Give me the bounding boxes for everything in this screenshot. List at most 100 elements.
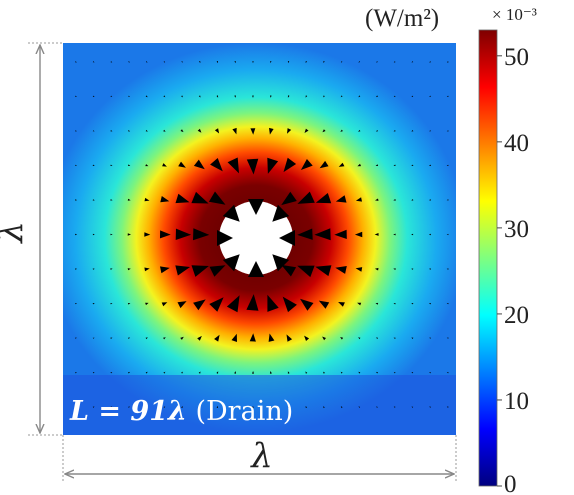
- flow-arrow: [281, 191, 297, 206]
- flow-arrow: [376, 61, 378, 63]
- flow-arrow: [304, 128, 309, 133]
- flow-arrow: [92, 199, 95, 201]
- flow-arrow: [323, 95, 325, 98]
- flow-arrow: [216, 405, 218, 408]
- flow-arrow: [375, 198, 379, 201]
- flow-arrow: [75, 268, 78, 270]
- flow-arrow: [340, 406, 343, 409]
- flow-arrow: [75, 95, 77, 97]
- aperture-arrow-tip: [222, 204, 240, 222]
- flow-arrow: [335, 266, 347, 274]
- flow-arrow: [127, 268, 131, 271]
- flow-arrow: [429, 372, 431, 374]
- flow-arrow: [144, 232, 151, 237]
- flow-arrow: [75, 61, 77, 63]
- flow-arrow: [92, 130, 95, 132]
- flow-arrow: [322, 129, 326, 133]
- flow-arrow: [128, 130, 131, 132]
- flow-arrow: [393, 372, 396, 374]
- flow-arrow: [340, 371, 343, 374]
- flow-arrow: [198, 61, 201, 63]
- flow-arrow: [297, 191, 315, 204]
- colorbar-ticks: 50 40 30 20 10 0: [497, 44, 529, 495]
- flow-arrow: [297, 228, 313, 240]
- flow-arrow: [252, 371, 254, 374]
- flow-arrow: [145, 95, 148, 98]
- flow-arrow: [300, 298, 314, 311]
- flow-arrow: [446, 61, 449, 63]
- flow-arrow: [287, 95, 290, 98]
- flow-arrow: [246, 158, 259, 175]
- flow-arrow: [374, 233, 379, 236]
- flow-arrow: [163, 129, 166, 132]
- flow-arrow: [358, 406, 361, 408]
- flow-arrow: [375, 337, 378, 339]
- flow-arrow: [181, 95, 183, 98]
- flow-arrow: [334, 229, 347, 239]
- flow-arrow: [75, 199, 78, 201]
- flow-arrow: [446, 372, 449, 374]
- flow-arrow: [446, 130, 449, 132]
- colorbar-multiplier: × 10⁻³: [492, 5, 537, 24]
- flow-arrow: [216, 371, 219, 374]
- case-label-normal: (Drain): [187, 396, 293, 427]
- flow-arrow: [178, 161, 186, 168]
- flow-arrow: [177, 301, 187, 309]
- flow-arrow: [267, 157, 279, 174]
- flow-arrow: [127, 233, 131, 236]
- colorbar-gradient: [478, 29, 498, 487]
- flow-arrow: [75, 406, 77, 408]
- flow-arrow: [428, 303, 431, 305]
- flow-arrow: [270, 95, 272, 98]
- flow-arrow: [144, 267, 150, 272]
- flow-arrow: [127, 198, 131, 201]
- flow-arrow: [268, 333, 275, 342]
- flow-arrow: [75, 372, 77, 374]
- flow-arrow: [234, 405, 236, 408]
- flow-arrow: [393, 406, 396, 408]
- flow-arrow: [160, 230, 171, 239]
- flow-arrow: [411, 406, 414, 408]
- flow-arrow: [110, 95, 113, 97]
- flow-arrow: [446, 199, 449, 201]
- flow-arrow: [340, 61, 343, 63]
- flow-arrow: [393, 233, 396, 236]
- flow-arrow: [411, 130, 414, 132]
- flow-arrow: [214, 128, 220, 134]
- flow-arrow: [446, 233, 449, 236]
- flow-arrow: [193, 299, 206, 311]
- flow-arrow: [145, 337, 148, 340]
- flow-arrow: [357, 302, 362, 306]
- flow-arrow: [252, 405, 254, 408]
- flow-arrow: [181, 371, 183, 374]
- flow-arrow: [246, 294, 259, 311]
- flow-arrow: [358, 95, 361, 98]
- flow-arrow: [323, 60, 325, 63]
- flow-arrow: [250, 128, 256, 135]
- width-label: λ: [249, 436, 273, 476]
- flow-arrow: [128, 61, 130, 63]
- flow-arrow: [110, 199, 113, 201]
- flow-arrow: [335, 195, 347, 203]
- flow-arrow: [92, 268, 95, 270]
- flow-arrow: [338, 302, 345, 307]
- flow-arrow: [270, 61, 272, 64]
- flow-arrow: [446, 164, 449, 166]
- flow-arrow: [446, 406, 449, 408]
- flow-arrow: [358, 61, 361, 63]
- flow-arrow: [393, 199, 396, 201]
- flow-arrow: [305, 371, 308, 374]
- flow-arrow: [180, 129, 184, 133]
- flow-arrow: [283, 157, 297, 173]
- flow-arrow: [160, 196, 170, 203]
- flow-arrow: [193, 159, 205, 170]
- aperture-arrow-tip: [222, 254, 240, 272]
- flow-arrow: [92, 372, 95, 374]
- flow-arrow: [110, 61, 113, 63]
- flow-arrow: [446, 95, 449, 97]
- flow-arrow: [75, 303, 77, 305]
- flow-arrow: [234, 95, 236, 98]
- colorbar-tick-label: 20: [504, 302, 529, 329]
- flow-arrow: [358, 371, 361, 374]
- flow-arrow: [429, 337, 431, 339]
